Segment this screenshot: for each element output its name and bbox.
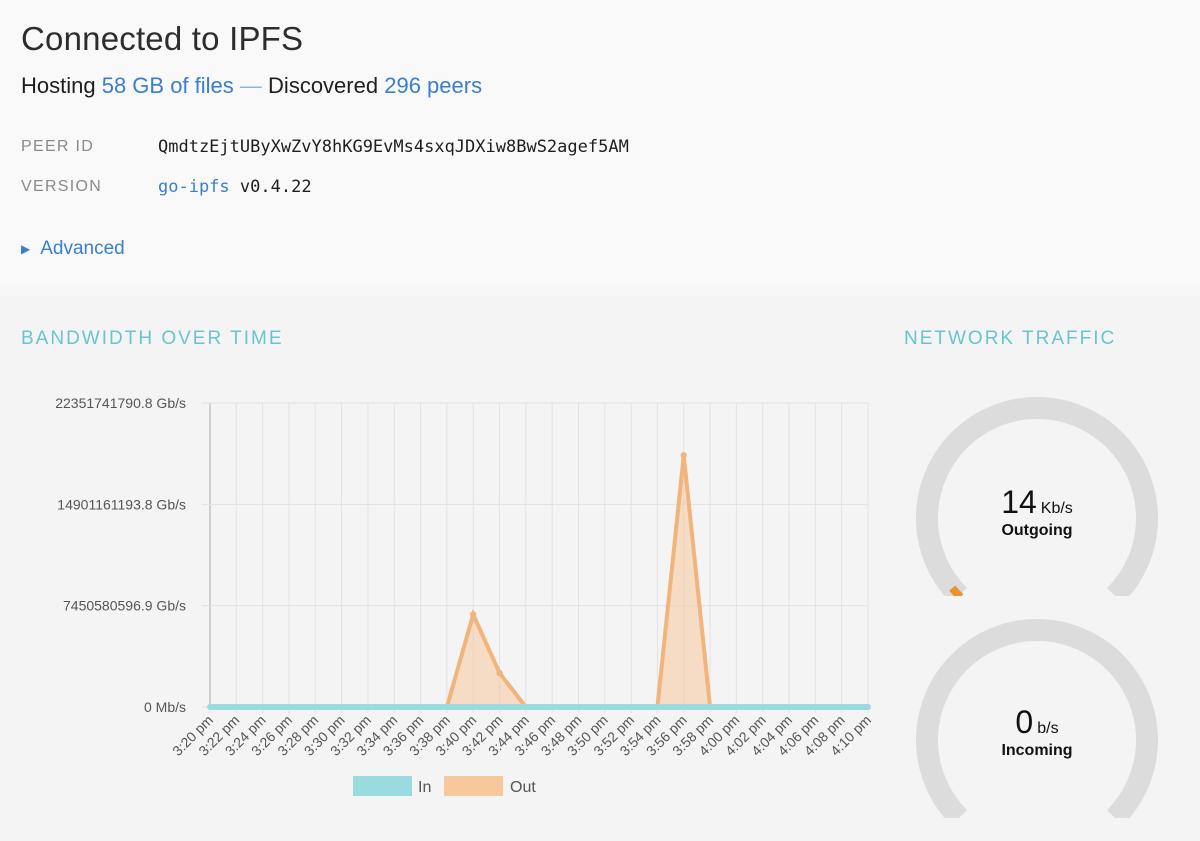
out-data-point <box>470 611 477 618</box>
outgoing-unit: Kb/s <box>1040 500 1073 517</box>
peer-id-value: QmdtzEjtUByXwZvY8hKG9EvMs4sxqJDXiw8BwS2a… <box>158 137 629 157</box>
x-axis: 3:20 pm3:22 pm3:24 pm3:26 pm3:28 pm3:30 … <box>169 712 874 759</box>
y-tick-label: 0 Mb/s <box>144 699 186 715</box>
y-tick-label: 14901161193.8 Gb/s <box>57 496 186 512</box>
network-traffic-title: NETWORK TRAFFIC <box>904 328 1117 349</box>
chart-series <box>207 452 871 710</box>
chart-grid <box>202 402 869 713</box>
out-series-area <box>210 455 868 707</box>
bandwidth-panel: BANDWIDTH OVER TIME NETWORK TRAFFIC 0 Mb… <box>0 296 1200 841</box>
incoming-gauge: 0 b/s Incoming <box>915 618 1160 826</box>
incoming-number: 0 <box>1015 704 1034 740</box>
status-summary: Hosting 58 GB of files — Discovered 296 … <box>21 73 482 99</box>
out-series-line <box>208 455 870 709</box>
gauge-track <box>916 619 1158 826</box>
page-title: Connected to IPFS <box>21 20 304 57</box>
hosting-prefix: Hosting <box>21 73 96 98</box>
legend-out-swatch <box>444 776 503 796</box>
expand-triangle-icon: ▶ <box>21 242 31 256</box>
incoming-gauge-arc <box>916 619 1158 826</box>
discovered-prefix: Discovered <box>268 73 379 98</box>
outgoing-label: Outgoing <box>1001 522 1073 539</box>
bandwidth-title: BANDWIDTH OVER TIME <box>21 328 284 349</box>
peers-link[interactable]: 296 peers <box>384 73 483 98</box>
peer-id-label: PEER ID <box>21 138 95 155</box>
advanced-toggle[interactable]: ▶ Advanced <box>21 238 125 260</box>
gauge-track <box>916 397 1158 604</box>
version-label: VERSION <box>21 178 103 195</box>
version-link[interactable]: go-ipfs <box>158 177 230 197</box>
y-axis: 0 Mb/s 7450580596.9 Gb/s 14901161193.8 Gb/… <box>55 395 186 715</box>
summary-separator: — <box>239 73 262 98</box>
incoming-value: 0 b/s <box>917 704 1157 741</box>
y-tick-label: 7450580596.9 Gb/s <box>63 598 186 614</box>
outgoing-value: 14 Kb/s <box>917 484 1157 521</box>
legend-out-label: Out <box>510 779 536 796</box>
out-data-point <box>496 669 503 677</box>
legend-in-label: In <box>418 779 431 796</box>
out-data-point <box>680 452 687 459</box>
version-number: v0.4.22 <box>239 177 312 197</box>
chart-legend: In Out <box>353 776 536 796</box>
bandwidth-chart: 0 Mb/s 7450580596.9 Gb/s 14901161193.8 Gb/… <box>55 395 874 796</box>
outgoing-number: 14 <box>1001 484 1037 520</box>
incoming-label: Incoming <box>1001 742 1073 759</box>
version-value: go-ipfs v0.4.22 <box>158 177 312 197</box>
legend-in-swatch <box>353 776 412 796</box>
y-tick-label: 22351741790.8 Gb/s <box>55 395 186 411</box>
outgoing-gauge: 14 Kb/s Outgoing <box>915 396 1160 604</box>
incoming-unit: b/s <box>1037 720 1059 737</box>
advanced-label: Advanced <box>40 238 125 259</box>
status-panel: Connected to IPFS Hosting 58 GB of files… <box>0 0 1200 283</box>
files-link[interactable]: 58 GB of files <box>101 73 234 98</box>
